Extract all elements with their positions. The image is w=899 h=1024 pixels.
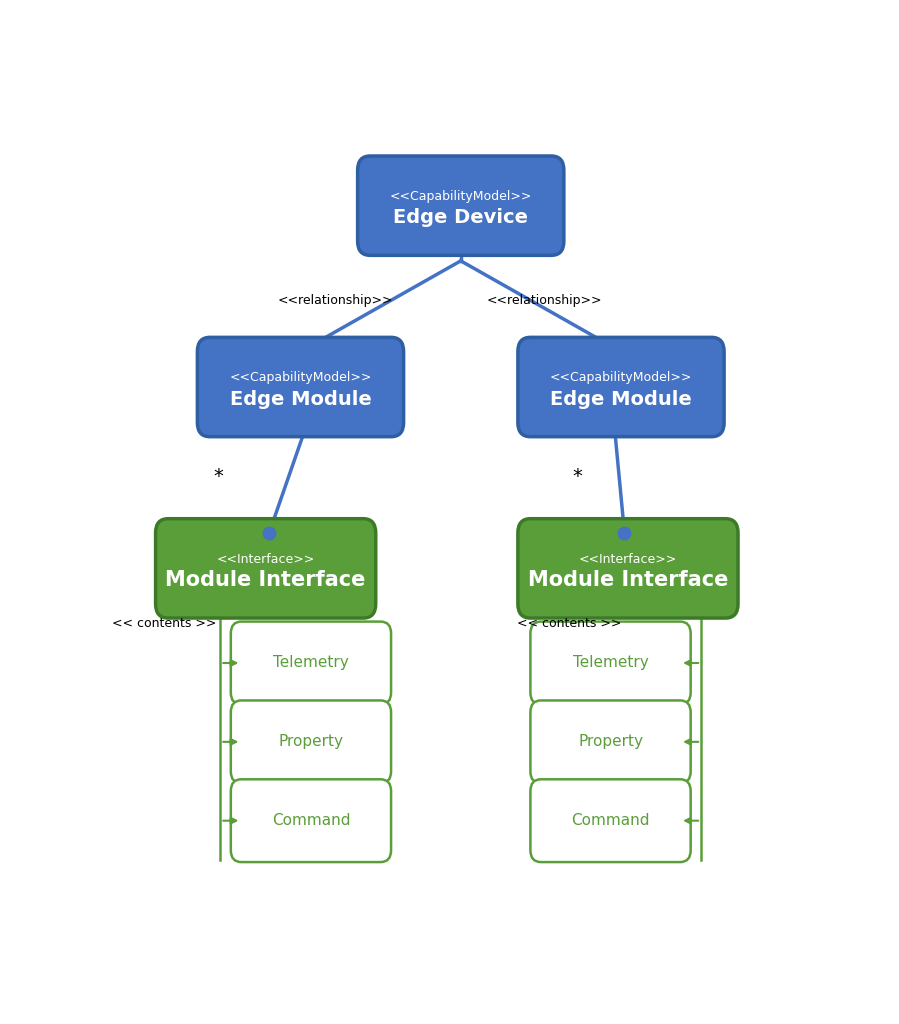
- Text: Module Interface: Module Interface: [528, 570, 728, 591]
- FancyBboxPatch shape: [198, 337, 404, 436]
- Text: <<Interface>>: <<Interface>>: [579, 553, 677, 565]
- FancyBboxPatch shape: [358, 156, 564, 255]
- Text: Property: Property: [279, 734, 343, 750]
- FancyBboxPatch shape: [518, 519, 738, 618]
- FancyBboxPatch shape: [231, 700, 391, 783]
- FancyBboxPatch shape: [231, 779, 391, 862]
- Text: <<CapabilityModel>>: <<CapabilityModel>>: [389, 189, 532, 203]
- Text: Edge Device: Edge Device: [393, 208, 529, 227]
- Text: Command: Command: [271, 813, 351, 828]
- Text: <<relationship>>: <<relationship>>: [278, 294, 393, 307]
- Text: Edge Module: Edge Module: [550, 389, 692, 409]
- FancyBboxPatch shape: [156, 519, 376, 618]
- Text: Telemetry: Telemetry: [273, 655, 349, 671]
- Text: Edge Module: Edge Module: [229, 389, 371, 409]
- Text: *: *: [573, 467, 582, 485]
- FancyBboxPatch shape: [530, 700, 690, 783]
- Text: Command: Command: [571, 813, 650, 828]
- Text: <<Interface>>: <<Interface>>: [217, 553, 315, 565]
- Text: Telemetry: Telemetry: [573, 655, 648, 671]
- Text: <<CapabilityModel>>: <<CapabilityModel>>: [550, 372, 692, 384]
- FancyBboxPatch shape: [518, 337, 724, 436]
- FancyBboxPatch shape: [530, 622, 690, 705]
- Text: *: *: [213, 467, 223, 485]
- FancyBboxPatch shape: [530, 779, 690, 862]
- Text: <<CapabilityModel>>: <<CapabilityModel>>: [229, 372, 371, 384]
- FancyBboxPatch shape: [231, 622, 391, 705]
- Text: <<relationship>>: <<relationship>>: [486, 294, 602, 307]
- Text: << contents >>: << contents >>: [112, 617, 217, 630]
- Text: << contents >>: << contents >>: [517, 617, 621, 630]
- Text: Property: Property: [578, 734, 643, 750]
- Text: Module Interface: Module Interface: [165, 570, 366, 591]
